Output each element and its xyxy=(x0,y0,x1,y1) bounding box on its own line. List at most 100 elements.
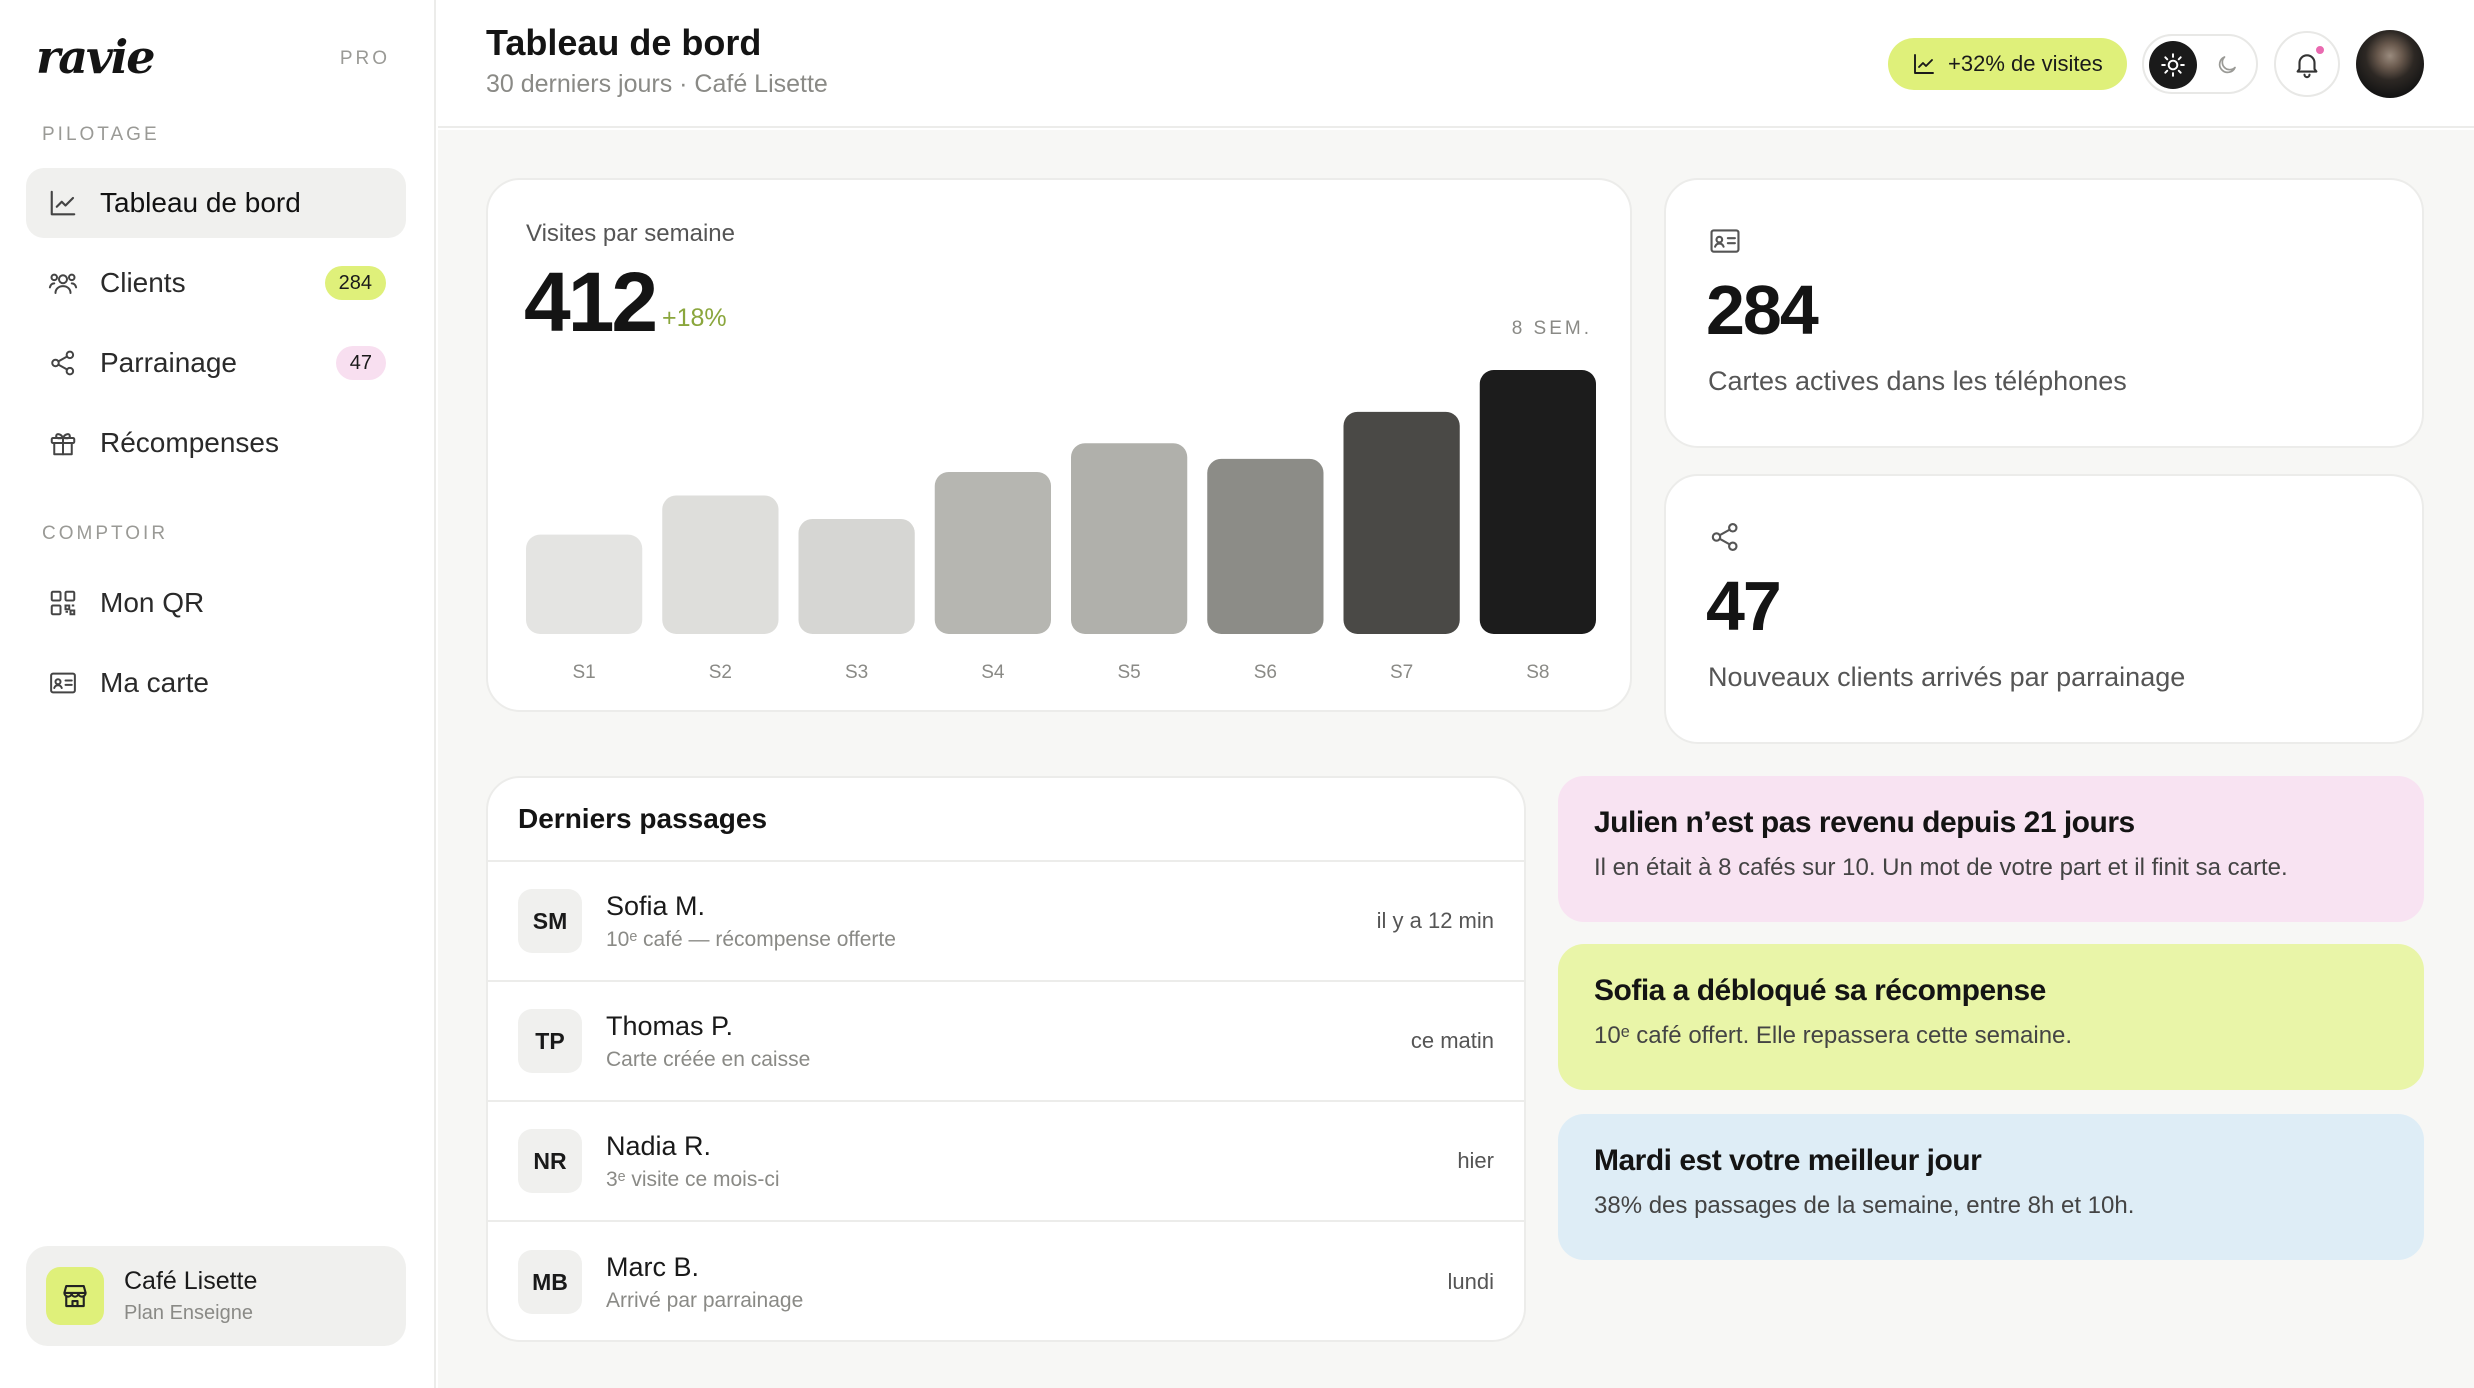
notifications-button[interactable] xyxy=(2274,31,2340,97)
account-plan: Plan Enseigne xyxy=(124,1302,253,1324)
client-name: Nadia R. xyxy=(606,1130,712,1161)
sidebar-item-clients[interactable]: Clients 284 xyxy=(26,248,406,318)
x-tick-label: S4 xyxy=(981,662,1005,683)
weekly-visits-bar-chart: S1 S2 S3 S4 S5 S6 S7 S8 xyxy=(526,370,1596,683)
active-cards-stat: 284 Cartes actives dans les téléphones xyxy=(1664,178,2424,448)
bar-s4[interactable] xyxy=(934,471,1051,634)
avatar[interactable] xyxy=(2356,30,2424,98)
bar-s8[interactable] xyxy=(1479,370,1596,634)
sun-icon xyxy=(2160,52,2186,78)
qr-code-icon xyxy=(48,588,78,618)
sidebar-item-parrainage[interactable]: Parrainage 47 xyxy=(26,328,406,398)
sidebar-item-label: Tableau de bord xyxy=(100,187,301,218)
chart-title: Visites par semaine xyxy=(526,220,735,247)
sidebar-item-mon-qr[interactable]: Mon QR xyxy=(26,568,406,638)
section-label-comptoir: COMPTOIR xyxy=(42,523,169,544)
client-name: Sofia M. xyxy=(606,890,706,921)
insight-text: 38% des passages de la semaine, entre 8h… xyxy=(1594,1192,2135,1219)
bar-s1[interactable] xyxy=(526,534,643,634)
plan-tag: PRO xyxy=(339,48,390,69)
visit-time: il y a 12 min xyxy=(1376,908,1494,933)
light-mode-button[interactable] xyxy=(2149,41,2197,89)
id-card-icon xyxy=(1708,224,1742,258)
chart-delta: +18% xyxy=(662,304,727,332)
stat-value: 284 xyxy=(1706,271,1819,349)
visit-detail: Carte créée en caisse xyxy=(606,1047,811,1071)
sidebar-item-dashboard[interactable]: Tableau de bord xyxy=(26,168,406,238)
stat-value: 47 xyxy=(1706,567,1782,645)
visits-trend-label: +32% de visites xyxy=(1948,51,2103,76)
sidebar-item-label: Clients xyxy=(100,267,186,298)
weekly-visits-card: Visites par semaine 412 +18% 8 SEM. S1 S2… xyxy=(486,178,1632,712)
gift-icon xyxy=(48,428,78,458)
section-label-pilotage: PILOTAGE xyxy=(42,124,160,145)
insight-title: Mardi est votre meilleur jour xyxy=(1594,1144,1982,1177)
x-tick-label: S1 xyxy=(573,662,596,683)
x-tick-label: S2 xyxy=(709,662,732,683)
chart-total-value: 412 xyxy=(524,255,658,349)
table-row[interactable]: TP Thomas P. Carte créée en caisse ce ma… xyxy=(488,982,1524,1102)
page-title: Tableau de bord xyxy=(486,22,762,63)
top-header: Tableau de bord 30 derniers jours · Café… xyxy=(438,0,2474,128)
dashboard-main: Visites par semaine 412 +18% 8 SEM. S1 S2… xyxy=(438,130,2474,1388)
sidebar-item-label: Parrainage xyxy=(100,347,237,378)
sidebar-item-recompenses[interactable]: Récompenses xyxy=(26,408,406,478)
client-name: Marc B. xyxy=(606,1251,700,1282)
sidebar-item-label: Ma carte xyxy=(100,667,209,698)
visits-trend-pill[interactable]: +32% de visites xyxy=(1888,38,2127,90)
referral-stat: 47 Nouveaux clients arrivés par parraina… xyxy=(1664,474,2424,744)
account-name: Café Lisette xyxy=(124,1267,258,1295)
x-tick-label: S6 xyxy=(1254,662,1277,683)
bell-icon xyxy=(2292,49,2322,79)
client-name: Thomas P. xyxy=(606,1010,734,1041)
avatar: SM xyxy=(518,889,582,953)
table-row[interactable]: SM Sofia M. 10ᵉ café — récompense offert… xyxy=(488,862,1524,982)
dark-mode-button[interactable] xyxy=(2203,41,2251,89)
insight-card-inactive-client[interactable]: Julien n’est pas revenu depuis 21 jours … xyxy=(1558,776,2424,922)
table-row[interactable]: NR Nadia R. 3ᵉ visite ce mois-ci hier xyxy=(488,1102,1524,1222)
avatar: NR xyxy=(518,1129,582,1193)
bar-s3[interactable] xyxy=(798,518,915,634)
table-row[interactable]: MB Marc B. Arrivé par parrainage lundi xyxy=(488,1222,1524,1340)
insight-title: Julien n’est pas revenu depuis 21 jours xyxy=(1594,806,2135,839)
insight-text: Il en était à 8 cafés sur 10. Un mot de … xyxy=(1594,854,2288,881)
stat-label: Cartes actives dans les téléphones xyxy=(1708,366,2127,396)
id-card-icon xyxy=(48,668,78,698)
sidebar-item-label: Récompenses xyxy=(100,427,279,458)
chart-line-icon xyxy=(48,188,78,218)
page-subtitle: 30 derniers jours · Café Lisette xyxy=(486,70,828,98)
bar-s7[interactable] xyxy=(1343,411,1460,634)
clients-count-badge: 284 xyxy=(324,266,386,300)
brand-logo[interactable]: ravie xyxy=(36,30,156,84)
chart-line-icon xyxy=(1912,52,1936,76)
store-icon xyxy=(46,1267,104,1325)
x-tick-label: S5 xyxy=(1118,662,1141,683)
insight-text: 10ᵉ café offert. Elle repassera cette se… xyxy=(1594,1022,2073,1049)
bar-s6[interactable] xyxy=(1207,458,1324,634)
bar-s5[interactable] xyxy=(1071,443,1188,634)
visit-time: lundi xyxy=(1447,1269,1494,1294)
account-switcher[interactable]: Café Lisette Plan Enseigne xyxy=(26,1246,406,1346)
insight-title: Sofia a débloqué sa récompense xyxy=(1594,974,2046,1007)
notification-dot xyxy=(2314,44,2326,56)
x-tick-label: S3 xyxy=(845,662,868,683)
referral-count-badge: 47 xyxy=(335,346,386,380)
sidebar-item-label: Mon QR xyxy=(100,587,205,618)
x-tick-label: S7 xyxy=(1390,662,1413,683)
theme-toggle[interactable] xyxy=(2142,34,2258,94)
sidebar-item-ma-carte[interactable]: Ma carte xyxy=(26,648,406,718)
visit-detail: 3ᵉ visite ce mois-ci xyxy=(606,1167,780,1191)
visit-time: hier xyxy=(1457,1148,1494,1173)
bar-s2[interactable] xyxy=(662,495,779,634)
insight-card-best-day[interactable]: Mardi est votre meilleur jour 38% des pa… xyxy=(1558,1114,2424,1260)
x-tick-label: S8 xyxy=(1526,662,1549,683)
users-icon xyxy=(48,268,78,298)
share-icon xyxy=(1708,520,1742,554)
insight-card-reward[interactable]: Sofia a débloqué sa récompense 10ᵉ café … xyxy=(1558,944,2424,1090)
moon-icon xyxy=(2215,53,2239,77)
stat-label: Nouveaux clients arrivés par parrainage xyxy=(1708,662,2186,692)
recent-visits-card: Derniers passages SM Sofia M. 10ᵉ café —… xyxy=(486,776,1526,1342)
visit-detail: Arrivé par parrainage xyxy=(606,1288,804,1312)
recent-visits-title: Derniers passages xyxy=(488,778,1524,862)
avatar: MB xyxy=(518,1250,582,1314)
